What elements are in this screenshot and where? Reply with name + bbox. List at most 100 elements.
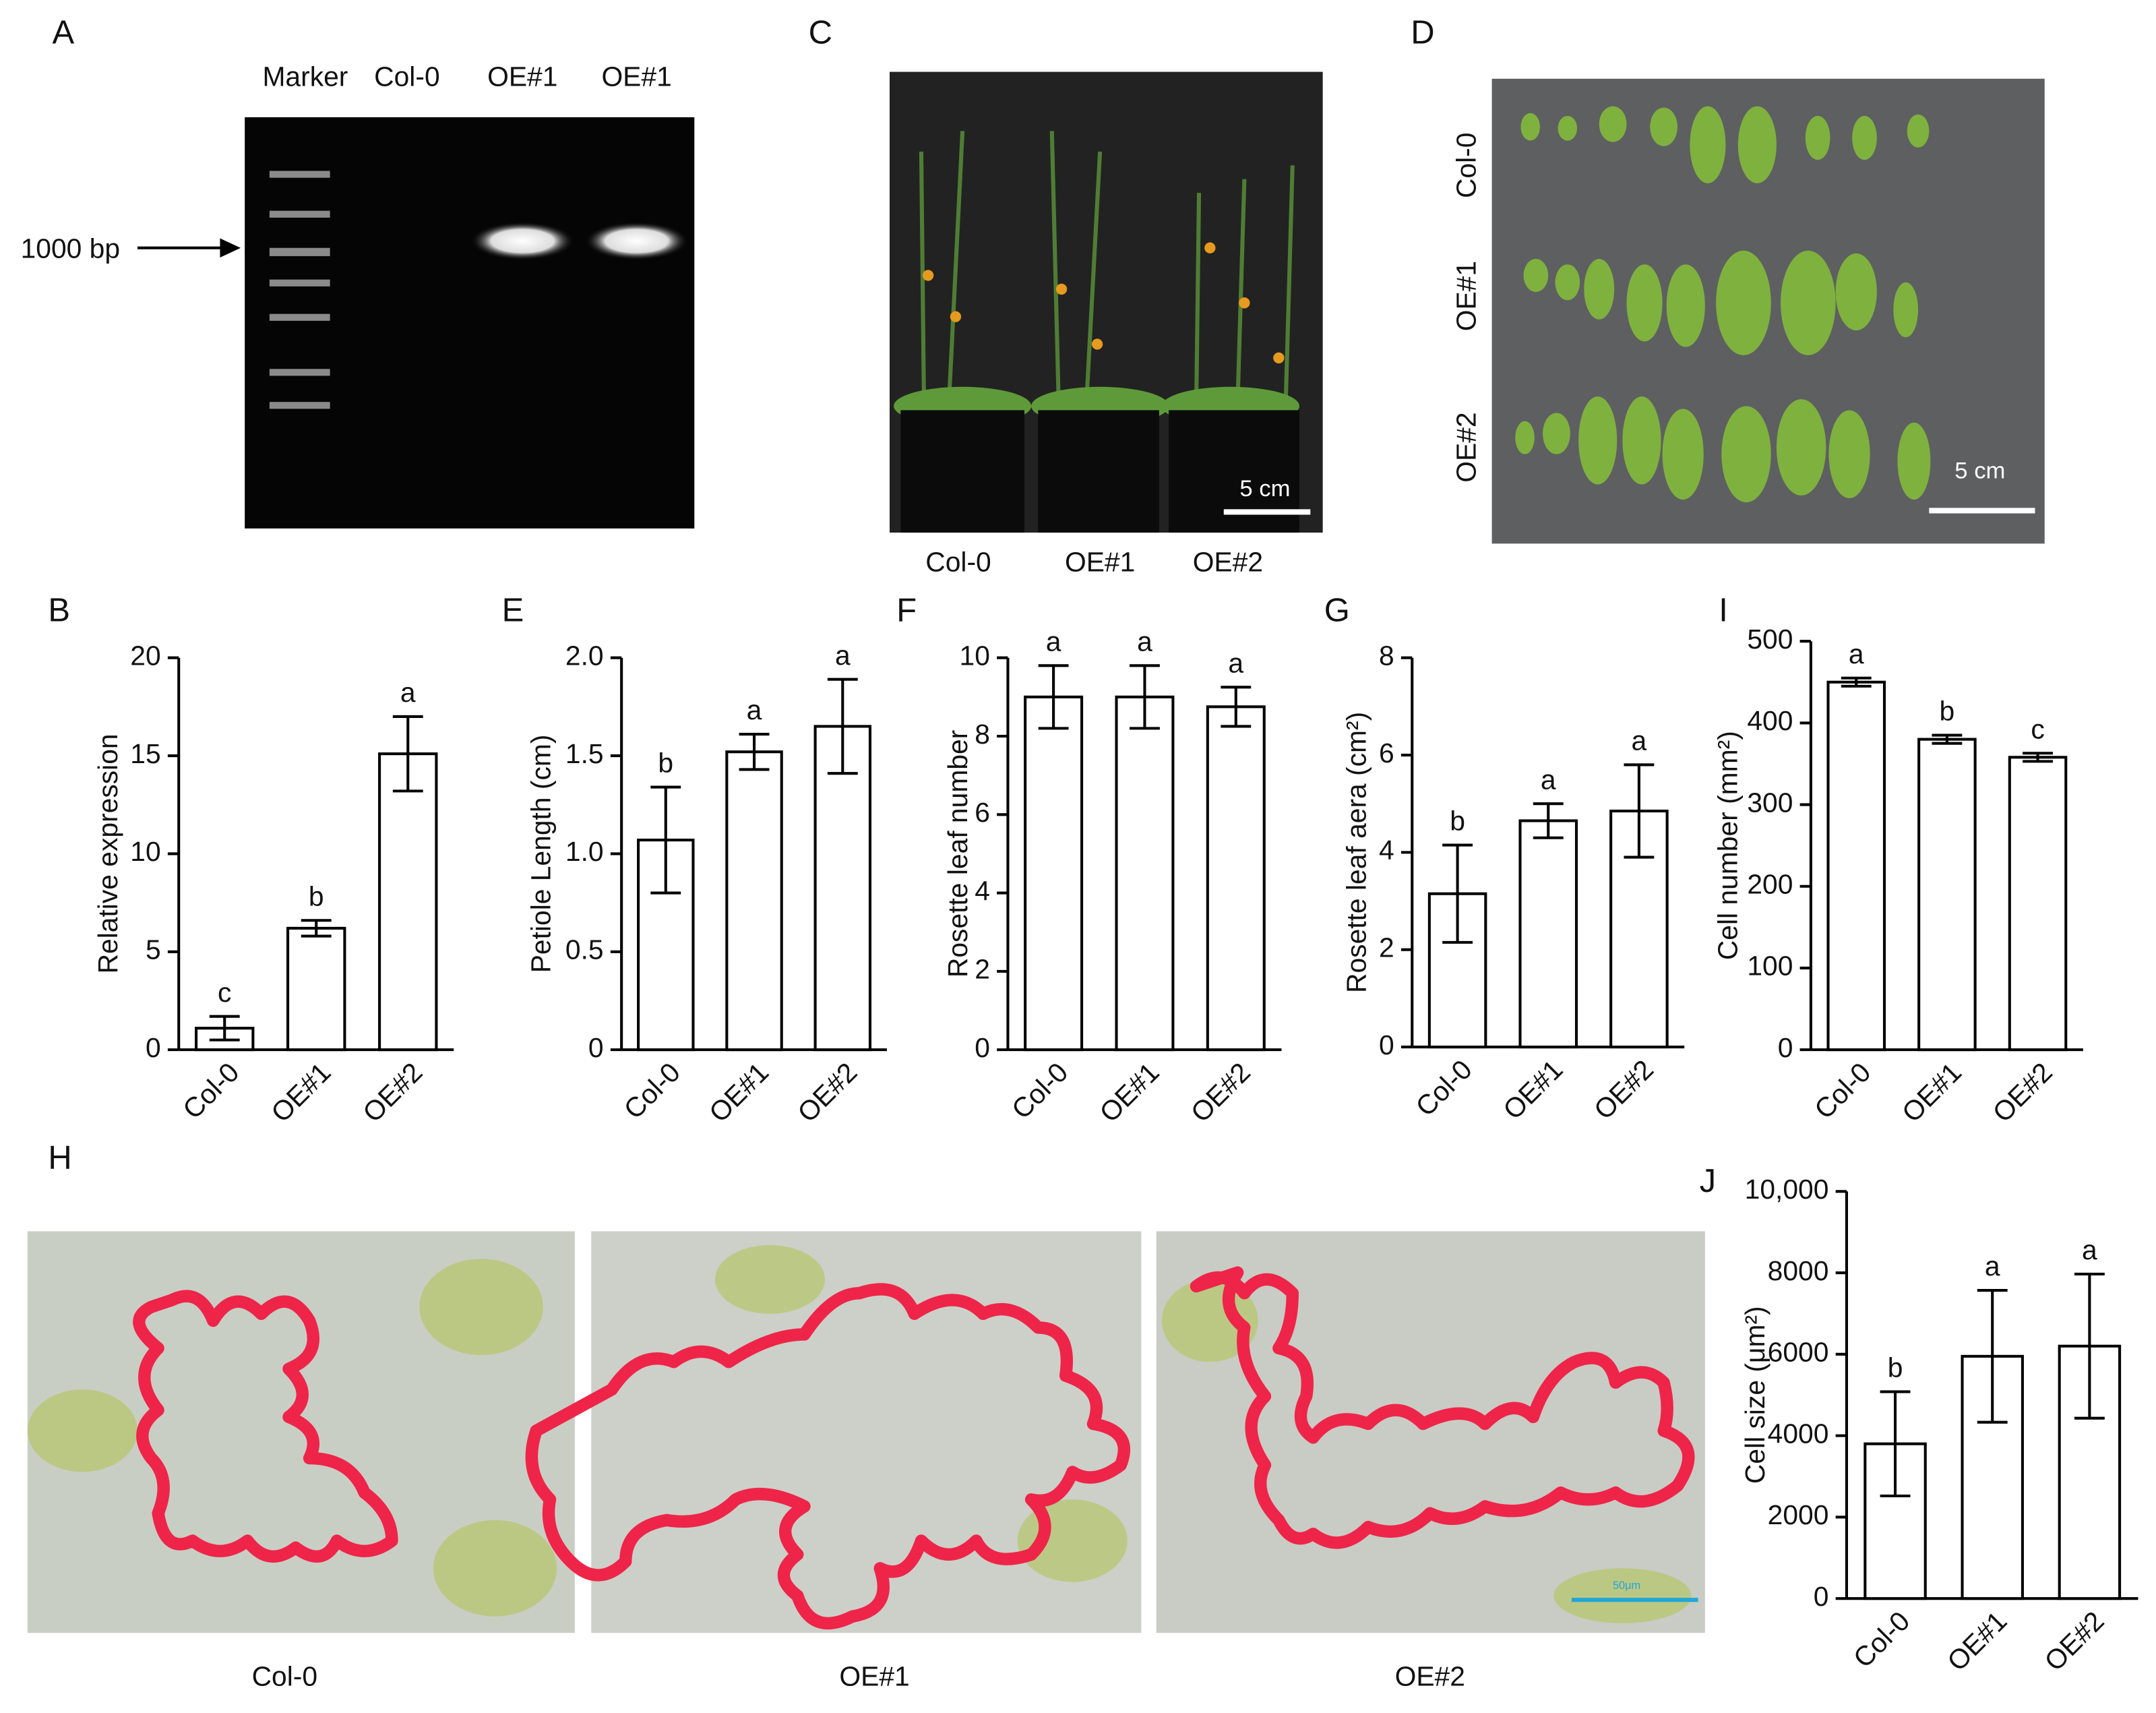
x-tick-label: OE#2 — [1185, 1056, 1256, 1128]
bar — [1115, 695, 1175, 1052]
bar — [813, 725, 872, 1052]
x-tick-label: OE#2 — [791, 1056, 863, 1128]
y-tick-label: 100 — [1747, 951, 1793, 982]
bar — [1917, 738, 1977, 1052]
y-tick-label: 4 — [1379, 835, 1394, 866]
x-tick-label: Col-0 — [1808, 1056, 1876, 1124]
y-tick-label: 15 — [130, 738, 160, 769]
y-tick-label: 2 — [1379, 932, 1394, 963]
y-tick-label: 5 — [146, 934, 161, 965]
bar — [1826, 680, 1886, 1052]
photo-label: OE#2 — [1193, 547, 1263, 578]
significance-letter: a — [835, 640, 851, 671]
x-tick-label: OE#2 — [2038, 1605, 2109, 1677]
y-tick-label: 0 — [146, 1032, 161, 1063]
y-tick-label: 0 — [1379, 1029, 1394, 1060]
y-tick-label: 8 — [1379, 640, 1394, 671]
y-tick-label: 8 — [975, 719, 990, 750]
error-bar — [1977, 1288, 2008, 1424]
scale-bar-label: 50μm — [1613, 1580, 1640, 1592]
significance-letter: a — [1849, 638, 1864, 669]
error-bar — [827, 678, 858, 775]
x-tick-label: Col-0 — [1847, 1605, 1915, 1673]
y-axis-title: Cell number (mm²) — [1712, 731, 1743, 960]
x-tick-label: Col-0 — [1006, 1056, 1074, 1124]
row-label: OE#2 — [1451, 412, 1482, 482]
y-axis-title: Petiole Length (cm) — [526, 735, 557, 973]
panel-letter: G — [1324, 592, 1350, 628]
error-bar — [1038, 664, 1069, 730]
significance-letter: c — [218, 977, 231, 1008]
bar — [378, 752, 438, 1052]
y-tick-label: 4 — [975, 875, 990, 906]
error-bar — [1442, 843, 1473, 944]
row-label: OE#1 — [1451, 261, 1482, 331]
y-tick-label: 2 — [975, 954, 990, 985]
x-tick-label: OE#2 — [357, 1056, 428, 1128]
x-tick-label: OE#1 — [265, 1056, 336, 1128]
y-tick-label: 300 — [1747, 787, 1793, 818]
y-tick-label: 4000 — [1768, 1418, 1829, 1449]
y-tick-label: 0 — [588, 1032, 604, 1063]
error-bar — [392, 715, 423, 793]
bar — [1024, 695, 1084, 1052]
bar — [1864, 1442, 1927, 1600]
bar — [725, 750, 783, 1052]
lane-label: Col-0 — [374, 61, 440, 92]
panel-letter: D — [1411, 14, 1434, 51]
scale-bar-label: 5 cm — [1954, 458, 2005, 483]
y-tick-label: 2000 — [1768, 1499, 1829, 1530]
significance-letter: a — [1137, 626, 1152, 657]
error-bar — [1130, 664, 1160, 730]
error-bar — [301, 919, 332, 938]
y-tick-label: 200 — [1747, 869, 1793, 900]
lane-label: OE#1 — [487, 61, 557, 92]
x-tick-label: OE#1 — [703, 1056, 774, 1128]
lane-label: OE#1 — [601, 61, 671, 92]
y-tick-label: 20 — [130, 640, 160, 671]
error-bar — [1932, 733, 1963, 745]
error-bar — [1880, 1390, 1911, 1498]
significance-letter: a — [1541, 764, 1556, 795]
x-tick-label: OE#2 — [1588, 1054, 1659, 1125]
x-tick-label: OE#1 — [1497, 1054, 1568, 1125]
bar — [1206, 705, 1266, 1052]
panel-letter: C — [809, 14, 832, 51]
x-tick-label: OE#1 — [1896, 1056, 1967, 1128]
error-bar — [209, 1015, 240, 1042]
x-tick-label: OE#2 — [1987, 1056, 2058, 1128]
y-tick-label: 1.5 — [565, 738, 604, 769]
error-bar — [2074, 1272, 2105, 1420]
x-tick-label: OE#1 — [1093, 1056, 1165, 1128]
scale-bar-label: 5 cm — [1239, 476, 1290, 502]
y-tick-label: 10 — [130, 836, 160, 867]
gel-image — [245, 117, 695, 529]
panel-letter: I — [1719, 592, 1728, 628]
significance-letter: a — [1228, 647, 1243, 678]
y-axis-title: Rosette leaf aera (cm²) — [1341, 712, 1372, 993]
y-axis-title: Cell size (μm²) — [1739, 1306, 1770, 1484]
panel-letter: J — [1700, 1163, 1716, 1199]
error-bar — [2023, 752, 2053, 763]
significance-letter: c — [2031, 713, 2044, 744]
x-tick-label: Col-0 — [618, 1056, 686, 1124]
panel-letter: H — [48, 1139, 71, 1176]
y-tick-label: 6 — [1379, 738, 1394, 769]
significance-letter: a — [2082, 1234, 2097, 1265]
x-tick-label: Col-0 — [177, 1056, 245, 1124]
y-axis-title: Relative expression — [92, 733, 123, 973]
y-tick-label: 0 — [975, 1032, 990, 1063]
y-tick-label: 0 — [1778, 1032, 1793, 1063]
y-tick-label: 8000 — [1768, 1255, 1829, 1286]
image-label: OE#1 — [839, 1660, 909, 1691]
significance-letter: b — [658, 748, 673, 779]
photo-label: OE#1 — [1065, 547, 1135, 578]
micrographs — [27, 1231, 1705, 1633]
y-tick-label: 2.0 — [565, 640, 604, 671]
error-bar — [739, 733, 770, 771]
significance-letter: a — [1046, 626, 1061, 657]
y-tick-label: 0 — [1814, 1581, 1829, 1612]
significance-letter: a — [1632, 725, 1647, 756]
error-bar — [1221, 686, 1252, 728]
